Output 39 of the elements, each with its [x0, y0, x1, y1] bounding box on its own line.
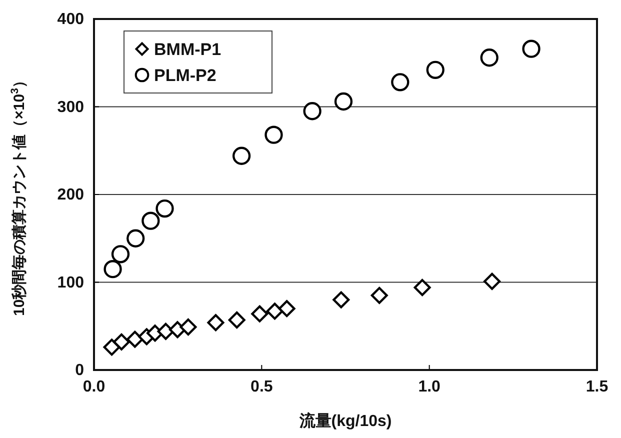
point: [228, 311, 246, 328]
y-tick-label: 400: [57, 11, 84, 28]
point: [370, 286, 388, 304]
y-tick-label: 200: [57, 186, 84, 204]
point: [104, 260, 122, 278]
legend-label: BMM-P1: [154, 40, 222, 59]
x-tick-label: 0.0: [82, 378, 106, 396]
point: [232, 146, 251, 165]
point: [142, 212, 160, 230]
point: [484, 272, 501, 290]
point: [207, 314, 224, 332]
point: [332, 291, 350, 308]
point: [278, 300, 296, 318]
point: [103, 338, 120, 356]
point: [126, 229, 145, 248]
point: [111, 245, 130, 264]
y-tick-label: 100: [57, 274, 84, 292]
point: [522, 40, 540, 58]
point: [156, 199, 174, 218]
point: [264, 126, 283, 144]
y-tick-label: 300: [57, 98, 84, 116]
point: [391, 73, 410, 92]
point: [414, 279, 431, 296]
x-axis-title: 流量(kg/10s): [298, 411, 392, 430]
point: [303, 102, 322, 120]
legend-label: PLM-P2: [154, 66, 216, 85]
x-tick-label: 1.0: [418, 378, 441, 396]
y-tick-label: 0: [75, 362, 84, 380]
point: [251, 305, 268, 322]
x-tick-label: 1.5: [586, 378, 608, 396]
point: [126, 330, 144, 348]
point: [426, 60, 444, 79]
point: [334, 92, 353, 111]
point: [157, 322, 174, 340]
point: [180, 318, 197, 336]
point: [480, 48, 498, 67]
point: [112, 333, 130, 350]
point: [266, 302, 284, 320]
x-tick-label: 0.5: [250, 378, 273, 396]
